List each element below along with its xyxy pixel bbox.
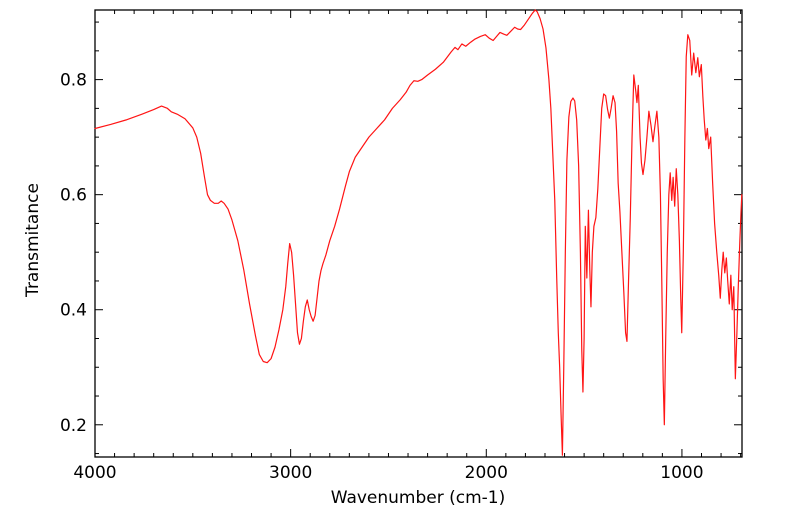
spectrum-line bbox=[94, 9, 743, 456]
axis-tick-labels: 4000 3000 2000 1000 0.2 0.4 0.6 0.8 bbox=[60, 71, 704, 483]
y-tick-label: 0.6 bbox=[60, 186, 87, 206]
y-tick-label: 0.8 bbox=[60, 71, 87, 91]
x-tick-label: 1000 bbox=[660, 463, 703, 483]
x-axis-label: Wavenumber (cm-1) bbox=[331, 488, 506, 508]
plot-border bbox=[94, 9, 743, 458]
axis-ticks bbox=[94, 10, 742, 457]
y-tick-label: 0.4 bbox=[60, 301, 87, 321]
y-tick-label: 0.2 bbox=[60, 416, 87, 436]
y-axis-label: Transmitance bbox=[23, 183, 43, 298]
x-tick-label: 3000 bbox=[269, 463, 312, 483]
x-tick-label: 4000 bbox=[73, 463, 116, 483]
x-tick-label: 2000 bbox=[465, 463, 508, 483]
